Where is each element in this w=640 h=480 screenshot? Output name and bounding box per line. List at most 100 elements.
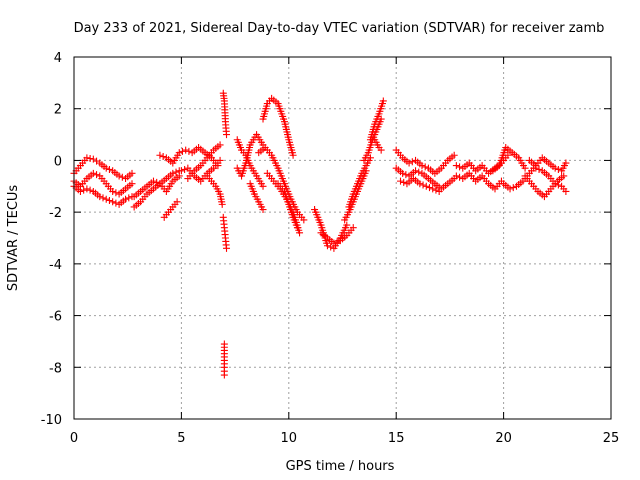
data-point bbox=[86, 154, 94, 162]
data-point bbox=[109, 187, 117, 195]
x-tick-label: 25 bbox=[603, 431, 620, 446]
data-point bbox=[178, 147, 186, 155]
data-point bbox=[535, 165, 543, 173]
x-tick-label: 15 bbox=[388, 431, 405, 446]
data-point bbox=[149, 177, 157, 185]
grid-lines bbox=[74, 57, 611, 419]
data-point bbox=[220, 371, 228, 379]
data-point bbox=[419, 181, 427, 189]
data-point bbox=[128, 180, 136, 188]
data-point bbox=[89, 169, 97, 177]
data-point bbox=[105, 165, 113, 173]
data-point bbox=[323, 242, 331, 250]
data-point bbox=[560, 172, 568, 180]
data-point bbox=[218, 200, 226, 208]
data-point bbox=[551, 164, 559, 172]
data-point bbox=[128, 169, 136, 177]
data-point bbox=[377, 146, 385, 154]
data-point bbox=[102, 195, 110, 203]
y-tick-label: -10 bbox=[41, 413, 62, 428]
data-point bbox=[105, 197, 113, 205]
data-point bbox=[452, 162, 460, 170]
data-point bbox=[293, 224, 301, 232]
data-point bbox=[223, 244, 231, 252]
data-point bbox=[509, 184, 517, 192]
x-tick-label: 5 bbox=[177, 431, 185, 446]
data-point bbox=[300, 216, 308, 224]
data-point bbox=[432, 186, 440, 194]
data-point bbox=[122, 195, 130, 203]
data-point bbox=[177, 167, 185, 175]
data-point bbox=[182, 146, 190, 154]
data-point bbox=[425, 184, 433, 192]
data-point bbox=[93, 171, 101, 179]
data-point bbox=[399, 169, 407, 177]
data-point bbox=[175, 149, 183, 157]
data-point bbox=[506, 185, 514, 193]
y-tick-label: -8 bbox=[49, 361, 62, 376]
data-point bbox=[379, 97, 387, 105]
data-point bbox=[216, 156, 224, 164]
data-point bbox=[422, 182, 430, 190]
y-tick-label: 0 bbox=[54, 154, 62, 169]
data-point bbox=[173, 198, 181, 206]
data-point bbox=[223, 131, 231, 139]
data-point bbox=[83, 154, 91, 162]
data-point bbox=[412, 167, 420, 175]
data-point bbox=[551, 180, 559, 188]
data-point bbox=[377, 115, 385, 123]
data-point bbox=[418, 162, 426, 170]
data-point bbox=[86, 186, 94, 194]
data-point bbox=[396, 177, 404, 185]
y-tick-label: -4 bbox=[49, 258, 62, 273]
data-point bbox=[169, 169, 177, 177]
data-point bbox=[296, 229, 304, 237]
data-point bbox=[125, 194, 133, 202]
data-point bbox=[532, 164, 540, 172]
chart-title: Day 233 of 2021, Sidereal Day-to-day VTE… bbox=[74, 21, 605, 36]
data-point bbox=[96, 193, 104, 201]
data-point bbox=[76, 187, 84, 195]
x-tick-label: 20 bbox=[495, 431, 512, 446]
x-axis-label: GPS time / hours bbox=[286, 459, 395, 474]
data-point bbox=[521, 164, 529, 172]
x-tick-label: 10 bbox=[281, 431, 298, 446]
axis-ticks: 0 5 10 15 20 25 -10 -8 -6 -4 -2 0 2 4 bbox=[41, 51, 620, 446]
data-point bbox=[172, 168, 180, 176]
data-point bbox=[181, 165, 189, 173]
data-point bbox=[289, 151, 297, 159]
data-point bbox=[327, 243, 335, 251]
data-point bbox=[435, 187, 443, 195]
data-point bbox=[415, 168, 423, 176]
data-point bbox=[429, 185, 437, 193]
data-point bbox=[80, 186, 88, 194]
data-point bbox=[554, 165, 562, 173]
data-point bbox=[99, 194, 107, 202]
data-point bbox=[554, 181, 562, 189]
x-tick-label: 0 bbox=[70, 431, 78, 446]
data-point bbox=[259, 182, 267, 190]
y-tick-label: -6 bbox=[49, 310, 62, 325]
data-point bbox=[83, 185, 91, 193]
data-point bbox=[102, 164, 110, 172]
data-point bbox=[333, 238, 341, 246]
data-point bbox=[259, 206, 267, 214]
data-point bbox=[216, 141, 224, 149]
data-point bbox=[450, 151, 458, 159]
data-point bbox=[421, 163, 429, 171]
y-tick-label: 4 bbox=[54, 51, 62, 66]
data-point bbox=[159, 153, 167, 161]
data-point bbox=[562, 159, 570, 167]
y-axis-label: SDTVAR / TECUs bbox=[6, 185, 21, 292]
data-point bbox=[349, 224, 357, 232]
data-point bbox=[405, 159, 413, 167]
data-point bbox=[156, 151, 164, 159]
data-point bbox=[115, 172, 123, 180]
y-tick-label: 2 bbox=[54, 103, 62, 118]
data-point bbox=[109, 198, 117, 206]
data-point bbox=[562, 187, 570, 195]
plot-frame bbox=[73, 56, 612, 420]
data-point bbox=[416, 180, 424, 188]
y-tick-label: -2 bbox=[49, 206, 62, 221]
